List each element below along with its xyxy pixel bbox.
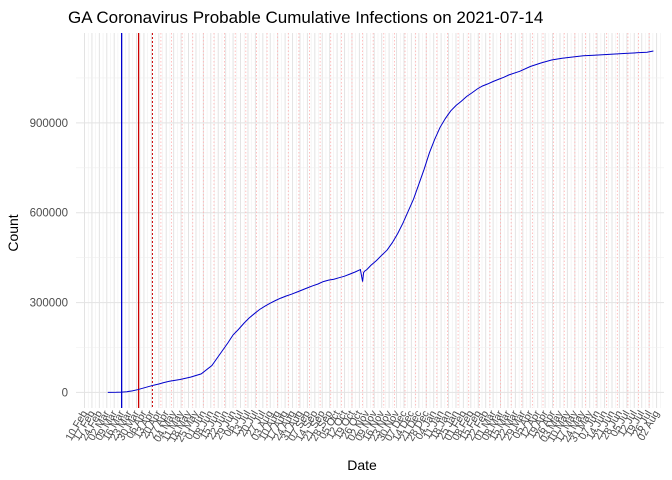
y-tick-label: 300000: [30, 298, 68, 310]
y-tick-label: 600000: [30, 208, 68, 220]
chart-title: GA Coronavirus Probable Cumulative Infec…: [68, 8, 543, 27]
y-axis-ticks: 0 300000 600000 900000: [30, 118, 68, 400]
x-axis-title: Date: [347, 457, 377, 473]
y-tick-label: 900000: [30, 118, 68, 130]
series-line: [107, 50, 654, 393]
y-tick-label: 0: [62, 387, 68, 399]
y-axis-title: Count: [5, 214, 21, 251]
event-markers: [120, 33, 650, 408]
gridlines: [76, 33, 664, 408]
series-layer: [107, 50, 654, 393]
